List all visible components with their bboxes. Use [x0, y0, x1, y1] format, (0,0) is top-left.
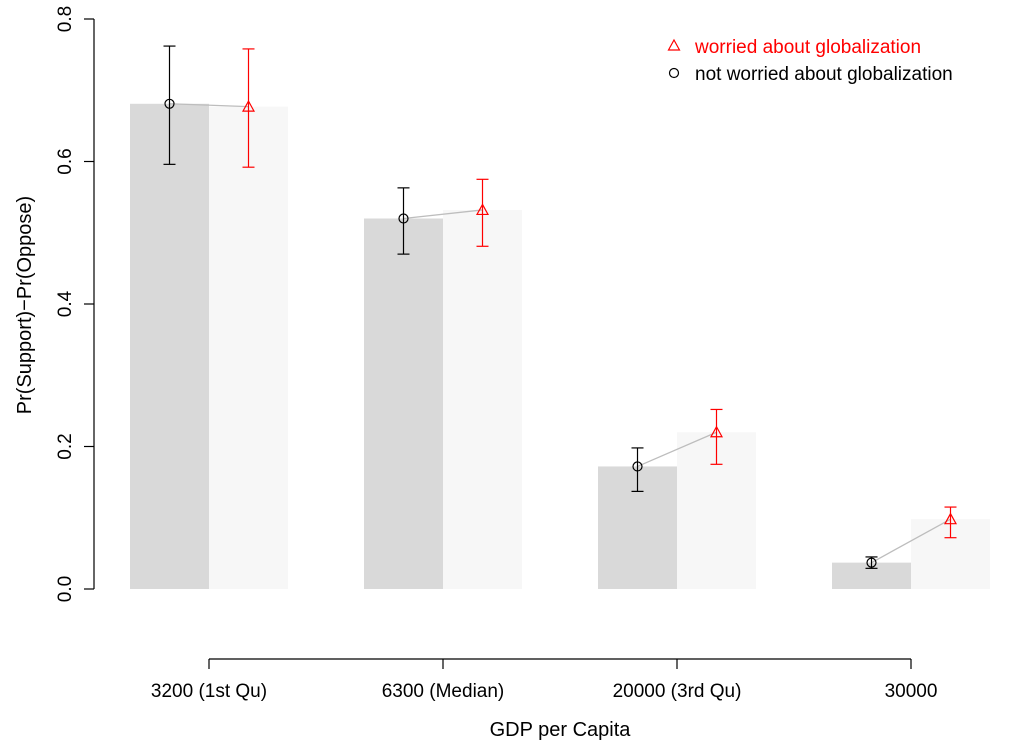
point-worried — [241, 99, 256, 112]
legend-label-worried: worried about globalization — [694, 37, 921, 58]
point-not-worried — [632, 461, 643, 472]
y-tick-label: 0.4 — [55, 290, 76, 317]
point-not-worried — [398, 213, 409, 224]
y-axis-title: Pr(Support)−Pr(Oppose) — [14, 196, 36, 414]
y-tick-label: 0.6 — [55, 148, 76, 174]
point-not-worried — [164, 98, 175, 109]
circle-icon — [668, 67, 680, 79]
point-worried — [709, 425, 724, 438]
x-axis-title: GDP per Capita — [490, 719, 632, 741]
point-worried — [943, 512, 958, 525]
y-tick-label: 0.8 — [55, 6, 76, 32]
bars-layer — [130, 103, 990, 589]
connector-line — [871, 518, 951, 564]
bar-worried — [209, 106, 288, 589]
connectors-layer — [169, 103, 951, 564]
connector-line — [403, 209, 483, 220]
point-worried — [475, 203, 490, 216]
triangle-icon — [667, 38, 681, 51]
legend-item-not-worried: not worried about globalization — [668, 64, 953, 85]
connector-line — [637, 431, 717, 468]
x-tick-label: 3200 (1st Qu) — [151, 681, 267, 702]
connector-line — [169, 103, 249, 108]
bar-worried — [443, 209, 522, 589]
x-tick-label: 6300 (Median) — [382, 681, 505, 702]
bar-not-worried — [130, 103, 209, 589]
legend-label-not-worried: not worried about globalization — [695, 64, 953, 85]
errorbars-layer — [163, 45, 957, 569]
x-axis: 3200 (1st Qu) 6300 (Median) 20000 (3rd Qu)… — [151, 658, 938, 702]
y-tick-label: 0.0 — [55, 576, 76, 602]
x-tick-label: 20000 (3rd Qu) — [613, 681, 742, 702]
bar-not-worried — [364, 218, 443, 589]
x-tick-label: 30000 — [885, 681, 938, 702]
markers-layer — [164, 98, 958, 568]
y-axis: 0.0 0.2 0.4 0.6 0.8 — [55, 6, 95, 602]
legend-item-worried: worried about globalization — [667, 37, 921, 58]
point-not-worried — [866, 557, 877, 568]
legend: worried about globalization not worried … — [667, 37, 953, 85]
y-tick-label: 0.2 — [55, 433, 76, 459]
